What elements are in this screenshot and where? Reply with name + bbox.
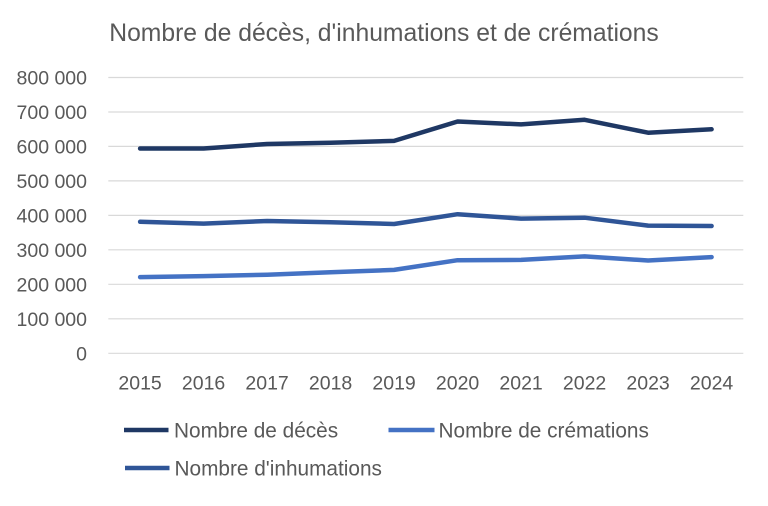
svg-text:800 000: 800 000 xyxy=(17,68,88,90)
svg-text:2018: 2018 xyxy=(309,373,352,395)
svg-text:Nombre de crémations: Nombre de crémations xyxy=(439,419,649,442)
svg-text:200 000: 200 000 xyxy=(17,274,88,296)
svg-text:Nombre d'inhumations: Nombre d'inhumations xyxy=(175,457,382,480)
svg-text:2017: 2017 xyxy=(245,373,288,395)
svg-text:2024: 2024 xyxy=(690,373,734,395)
svg-text:2016: 2016 xyxy=(182,373,225,395)
svg-text:700 000: 700 000 xyxy=(17,102,88,124)
svg-text:100 000: 100 000 xyxy=(17,309,88,331)
svg-text:2019: 2019 xyxy=(372,373,415,395)
svg-text:Nombre de décès: Nombre de décès xyxy=(174,419,338,442)
svg-text:2023: 2023 xyxy=(626,373,669,395)
svg-text:Nombre de décès, d'inhumations: Nombre de décès, d'inhumations et de cré… xyxy=(109,20,659,47)
svg-text:300 000: 300 000 xyxy=(17,240,88,262)
svg-text:0: 0 xyxy=(76,343,87,365)
svg-text:2020: 2020 xyxy=(436,373,480,395)
svg-text:600 000: 600 000 xyxy=(17,136,88,158)
svg-text:2021: 2021 xyxy=(499,373,542,395)
svg-text:2022: 2022 xyxy=(563,373,606,395)
svg-text:2015: 2015 xyxy=(118,373,162,395)
svg-text:400 000: 400 000 xyxy=(17,205,88,227)
svg-text:500 000: 500 000 xyxy=(17,171,88,193)
